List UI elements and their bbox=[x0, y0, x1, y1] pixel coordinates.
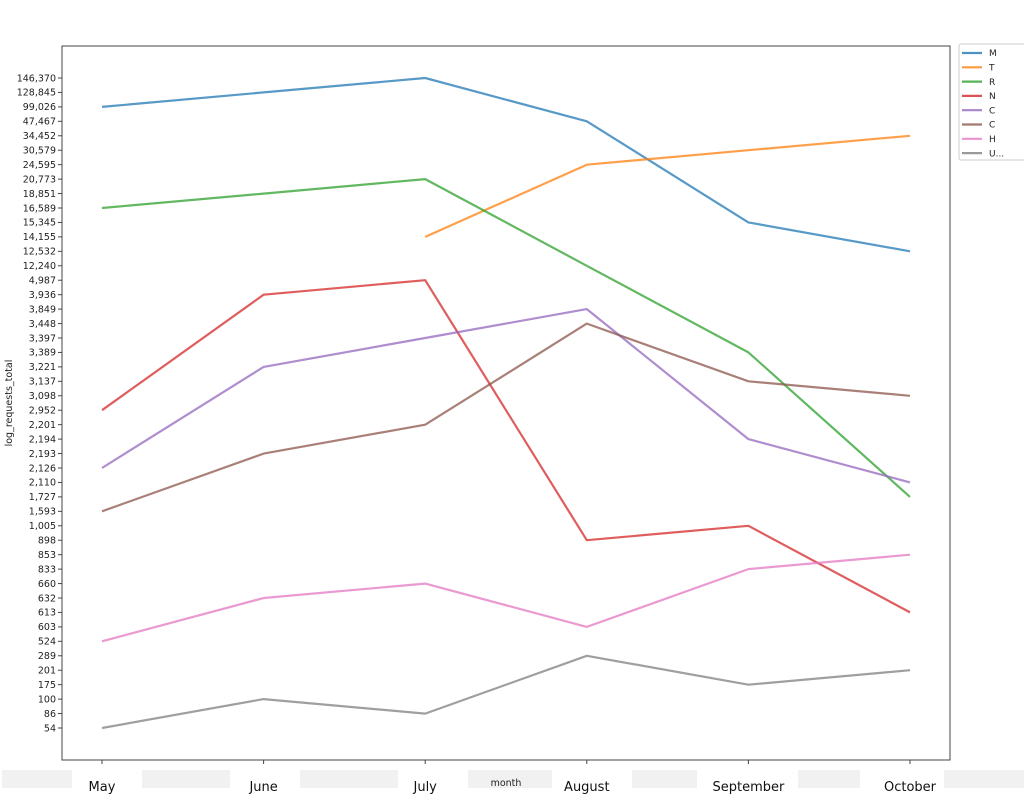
legend-label: T bbox=[988, 64, 995, 74]
legend-label: R bbox=[989, 78, 995, 88]
y-tick-label: 15,345 bbox=[23, 218, 56, 229]
x-label-band bbox=[2, 770, 72, 788]
y-axis-label: log_requests_total bbox=[4, 360, 15, 447]
x-tick-label: June bbox=[248, 780, 277, 795]
x-axis-label: month bbox=[491, 778, 522, 789]
y-tick-label: 2,110 bbox=[29, 478, 56, 489]
legend-label: C bbox=[989, 121, 995, 131]
y-tick-label: 3,137 bbox=[29, 377, 56, 388]
y-tick-label: 12,532 bbox=[23, 247, 56, 258]
x-label-band bbox=[944, 770, 1024, 788]
x-axis: May June July August September October bbox=[89, 760, 937, 795]
y-tick-label: 853 bbox=[38, 550, 56, 561]
x-label-band bbox=[468, 770, 552, 788]
x-tick-label: July bbox=[413, 780, 438, 795]
y-tick-label: 3,397 bbox=[29, 333, 56, 344]
y-tick-label: 175 bbox=[38, 680, 56, 691]
y-tick-label: 1,727 bbox=[29, 492, 56, 503]
series-line bbox=[101, 279, 911, 614]
x-tick-label: October bbox=[884, 780, 937, 795]
y-tick-label: 47,467 bbox=[23, 117, 56, 128]
y-tick-label: 1,593 bbox=[29, 507, 56, 518]
y-tick-label: 16,589 bbox=[23, 203, 56, 214]
y-tick-label: 3,389 bbox=[29, 348, 56, 359]
series-line bbox=[101, 553, 911, 643]
y-tick-label: 12,240 bbox=[23, 261, 56, 272]
y-tick-label: 128,845 bbox=[17, 88, 56, 99]
y-tick-label: 2,201 bbox=[29, 420, 56, 431]
plot-area bbox=[61, 45, 951, 761]
y-tick-label: 2,193 bbox=[29, 449, 56, 460]
x-label-bands bbox=[2, 770, 1024, 788]
series-line bbox=[101, 654, 911, 730]
y-tick-label: 632 bbox=[38, 593, 56, 604]
y-tick-label: 2,126 bbox=[29, 463, 56, 474]
y-tick-label: 289 bbox=[38, 651, 56, 662]
series-line bbox=[424, 134, 911, 238]
legend-label: H bbox=[989, 135, 996, 145]
series-line bbox=[101, 308, 911, 484]
legend-label: U... bbox=[989, 149, 1004, 159]
x-label-band bbox=[300, 770, 398, 788]
y-tick-label: 3,849 bbox=[29, 304, 56, 315]
y-tick-label: 146,370 bbox=[17, 73, 56, 84]
y-tick-label: 524 bbox=[38, 637, 56, 648]
y-tick-label: 4,987 bbox=[29, 276, 56, 287]
legend-label: C bbox=[989, 106, 995, 116]
y-tick-label: 20,773 bbox=[23, 174, 56, 185]
series-line bbox=[101, 322, 911, 513]
x-label-band bbox=[632, 770, 697, 788]
y-tick-label: 3,221 bbox=[29, 362, 56, 373]
legend: MTRNCCHU... bbox=[958, 43, 1024, 161]
y-tick-label: 34,452 bbox=[23, 131, 56, 142]
y-tick-label: 3,098 bbox=[29, 391, 56, 402]
series-line bbox=[101, 76, 911, 253]
series-line bbox=[101, 178, 911, 498]
y-tick-label: 1,005 bbox=[29, 521, 56, 532]
y-tick-label: 24,595 bbox=[23, 160, 56, 171]
legend-items: MTRNCCHU... bbox=[962, 49, 1004, 159]
y-tick-label: 833 bbox=[38, 564, 56, 575]
x-tick-label: September bbox=[712, 780, 785, 795]
y-tick-label: 201 bbox=[38, 666, 56, 677]
y-tick-label: 30,579 bbox=[23, 146, 56, 157]
legend-box bbox=[958, 43, 1024, 161]
y-tick-label: 99,026 bbox=[23, 102, 56, 113]
y-axis: 54 86 100 175 201 289 524 603 613 632 660 833 853 898… bbox=[17, 73, 62, 734]
x-label-band bbox=[798, 770, 860, 788]
y-tick-label: 898 bbox=[38, 536, 56, 547]
y-tick-label: 660 bbox=[38, 579, 56, 590]
y-tick-label: 86 bbox=[44, 709, 56, 720]
y-tick-label: 2,194 bbox=[29, 434, 56, 445]
x-label-band bbox=[142, 770, 230, 788]
legend-label: N bbox=[989, 92, 996, 102]
series-lines bbox=[101, 76, 911, 730]
y-tick-label: 603 bbox=[38, 622, 56, 633]
legend-label: M bbox=[989, 49, 997, 59]
y-tick-label: 14,155 bbox=[23, 232, 56, 243]
y-tick-label: 3,936 bbox=[29, 290, 56, 301]
y-tick-label: 18,851 bbox=[23, 189, 56, 200]
y-tick-label: 54 bbox=[44, 723, 56, 734]
x-tick-label: May bbox=[89, 780, 116, 795]
y-tick-label: 100 bbox=[38, 694, 56, 705]
y-tick-label: 613 bbox=[38, 608, 56, 619]
y-tick-label: 2,952 bbox=[29, 406, 56, 417]
x-tick-label: August bbox=[564, 780, 610, 795]
y-tick-label: 3,448 bbox=[29, 319, 56, 330]
